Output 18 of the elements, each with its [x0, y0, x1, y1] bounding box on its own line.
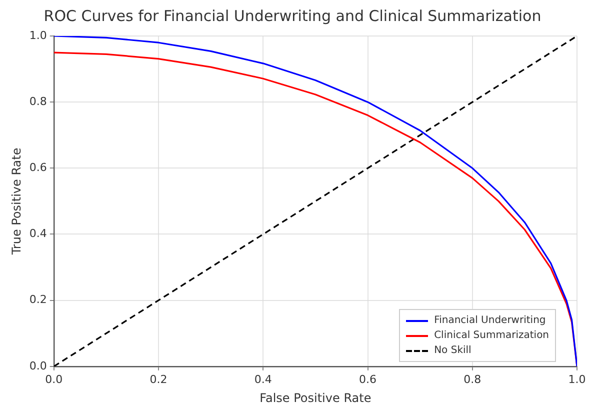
x-tick-label: 0.2 — [150, 372, 168, 386]
y-tick-label: 0.4 — [29, 227, 47, 240]
x-tick-label: 0.8 — [464, 372, 482, 386]
legend-label: Financial Underwriting — [434, 315, 546, 326]
y-tick-label: 1.0 — [29, 28, 47, 42]
y-tick-label: 0.8 — [29, 94, 47, 108]
x-tick-label: 0.6 — [359, 372, 377, 386]
chart-title: ROC Curves for Financial Underwriting and Clinical Summarization — [44, 6, 542, 25]
x-tick-label: 1.0 — [568, 372, 586, 386]
y-tick-label: 0.6 — [29, 161, 47, 174]
y-tick-label: 0.0 — [29, 359, 47, 372]
y-tick-label: 0.2 — [29, 293, 47, 306]
x-axis-title: False Positive Rate — [260, 390, 372, 405]
y-axis-title: True Positive Rate — [9, 148, 24, 256]
legend-label: No Skill — [434, 345, 472, 356]
x-tick-label: 0.4 — [254, 372, 272, 386]
legend-label: Clinical Summarization — [434, 330, 550, 342]
x-tick-label: 0.0 — [45, 372, 63, 386]
